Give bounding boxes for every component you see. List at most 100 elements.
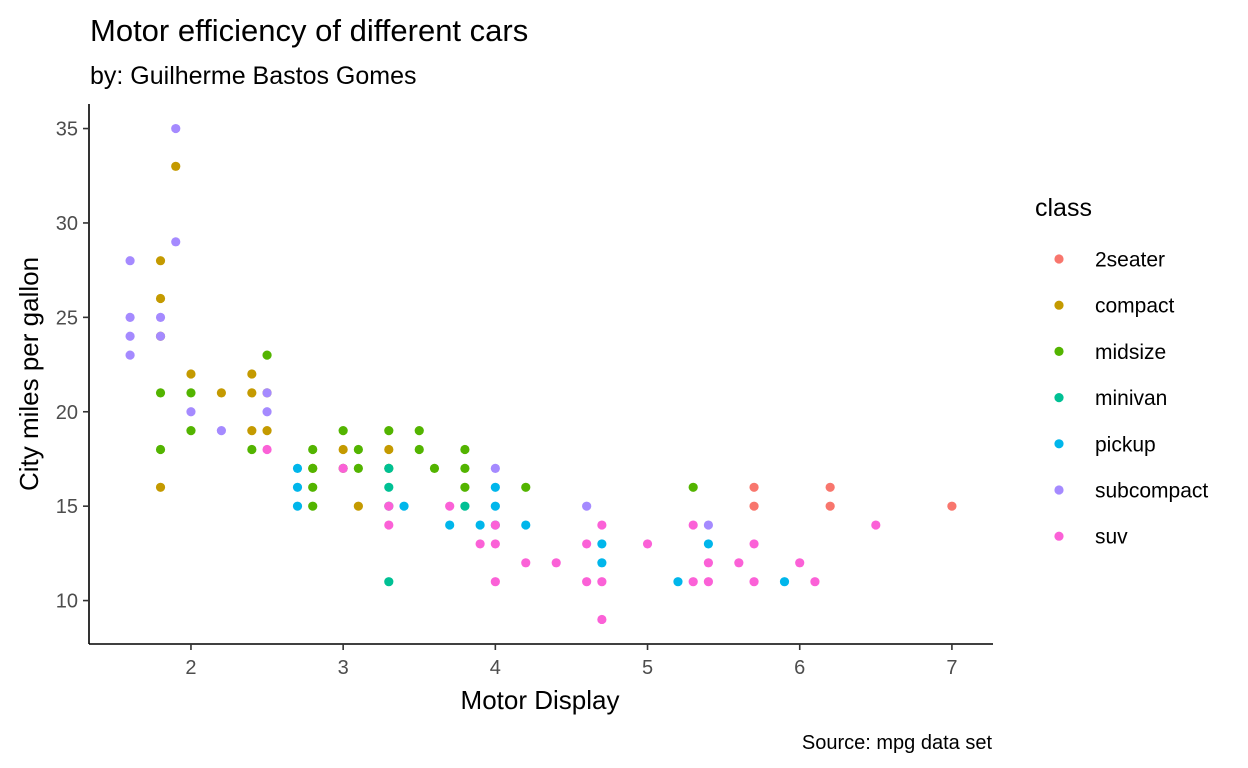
y-tick-label: 15 bbox=[56, 496, 78, 518]
data-point bbox=[490, 463, 500, 474]
data-point bbox=[384, 426, 394, 436]
data-point bbox=[125, 331, 135, 341]
series-2seater bbox=[749, 482, 957, 511]
data-point bbox=[582, 539, 592, 549]
data-point bbox=[703, 558, 714, 568]
data-point bbox=[292, 501, 303, 511]
data-point bbox=[445, 501, 455, 511]
data-point bbox=[749, 577, 759, 587]
legend-item-midsize: midsize bbox=[1054, 341, 1166, 364]
data-point bbox=[445, 520, 455, 530]
data-points bbox=[125, 123, 957, 625]
legend-label: minivan bbox=[1095, 387, 1167, 410]
series-pickup bbox=[292, 463, 790, 587]
legend-item-subcompact: subcompact bbox=[1054, 480, 1208, 503]
data-point bbox=[292, 482, 303, 492]
y-tick-label: 10 bbox=[56, 591, 78, 613]
legend-item-2seater: 2seater bbox=[1054, 249, 1165, 272]
data-point bbox=[216, 426, 226, 436]
data-point bbox=[155, 388, 166, 398]
x-tick-label: 5 bbox=[642, 657, 653, 679]
data-point bbox=[490, 577, 500, 587]
data-point bbox=[186, 407, 196, 417]
data-point bbox=[810, 577, 820, 587]
data-point bbox=[871, 520, 881, 530]
legend-key bbox=[1054, 439, 1064, 449]
data-point bbox=[171, 237, 181, 247]
legend-label: midsize bbox=[1095, 341, 1166, 364]
data-point bbox=[825, 482, 835, 492]
data-point bbox=[186, 369, 196, 379]
legend-item-suv: suv bbox=[1054, 526, 1128, 549]
x-tick-label: 4 bbox=[490, 657, 501, 679]
data-point bbox=[171, 161, 181, 171]
data-point bbox=[308, 463, 318, 474]
data-point bbox=[779, 577, 790, 587]
data-point bbox=[308, 444, 318, 455]
data-point bbox=[125, 256, 135, 266]
x-tick-label: 3 bbox=[338, 657, 349, 679]
legend-key bbox=[1054, 393, 1064, 403]
chart-title: Motor efficiency of different cars bbox=[90, 13, 528, 48]
legend-item-pickup: pickup bbox=[1054, 433, 1156, 456]
data-point bbox=[642, 539, 653, 549]
legend-label: suv bbox=[1095, 526, 1128, 549]
data-point bbox=[262, 426, 272, 436]
data-point bbox=[490, 539, 500, 549]
data-point bbox=[125, 350, 135, 360]
series-suv bbox=[262, 444, 881, 625]
series-compact bbox=[155, 161, 394, 511]
data-point bbox=[490, 501, 500, 511]
data-point bbox=[247, 444, 257, 455]
data-point bbox=[262, 388, 272, 398]
data-point bbox=[384, 482, 394, 492]
legend-label: compact bbox=[1095, 295, 1175, 318]
y-tick-label: 20 bbox=[56, 402, 78, 424]
data-point bbox=[703, 577, 714, 587]
chart-subtitle: by: Guilherme Bastos Gomes bbox=[90, 62, 417, 90]
data-point bbox=[262, 350, 272, 360]
plot-area: 10 15 20 25 30 35 2 3 4 5 6 7 bbox=[56, 104, 993, 679]
data-point bbox=[703, 520, 714, 530]
data-point bbox=[155, 331, 166, 341]
data-point bbox=[749, 501, 759, 511]
data-point bbox=[155, 444, 166, 455]
legend-title: class bbox=[1035, 194, 1092, 222]
legend-label: pickup bbox=[1095, 433, 1156, 456]
data-point bbox=[414, 426, 424, 436]
data-point bbox=[460, 482, 470, 492]
data-point bbox=[384, 463, 394, 474]
data-point bbox=[475, 539, 485, 549]
data-point bbox=[171, 123, 181, 134]
data-point bbox=[688, 520, 698, 530]
data-point bbox=[216, 388, 226, 398]
data-point bbox=[521, 558, 531, 568]
legend-item-compact: compact bbox=[1054, 295, 1175, 318]
data-point bbox=[399, 501, 409, 511]
data-point bbox=[353, 444, 363, 455]
data-point bbox=[551, 558, 561, 568]
data-point bbox=[673, 577, 683, 587]
data-point bbox=[292, 463, 303, 474]
data-point bbox=[155, 312, 166, 322]
legend-key bbox=[1054, 254, 1064, 264]
data-point bbox=[155, 256, 166, 266]
data-point bbox=[490, 482, 500, 492]
data-point bbox=[247, 388, 257, 398]
legend-label: 2seater bbox=[1095, 249, 1165, 272]
series-midsize bbox=[155, 350, 698, 511]
y-tick-label: 25 bbox=[56, 307, 78, 329]
data-point bbox=[947, 501, 957, 511]
series-subcompact bbox=[125, 123, 714, 530]
data-point bbox=[338, 463, 348, 474]
data-point bbox=[384, 520, 394, 530]
y-axis-ticks: 10 15 20 25 30 35 bbox=[56, 119, 89, 613]
legend-key bbox=[1054, 531, 1064, 541]
data-point bbox=[597, 614, 607, 625]
data-point bbox=[597, 577, 607, 587]
y-axis-title: City miles per gallon bbox=[14, 257, 44, 491]
data-point bbox=[308, 501, 318, 511]
data-point bbox=[384, 444, 394, 455]
data-point bbox=[186, 426, 196, 436]
